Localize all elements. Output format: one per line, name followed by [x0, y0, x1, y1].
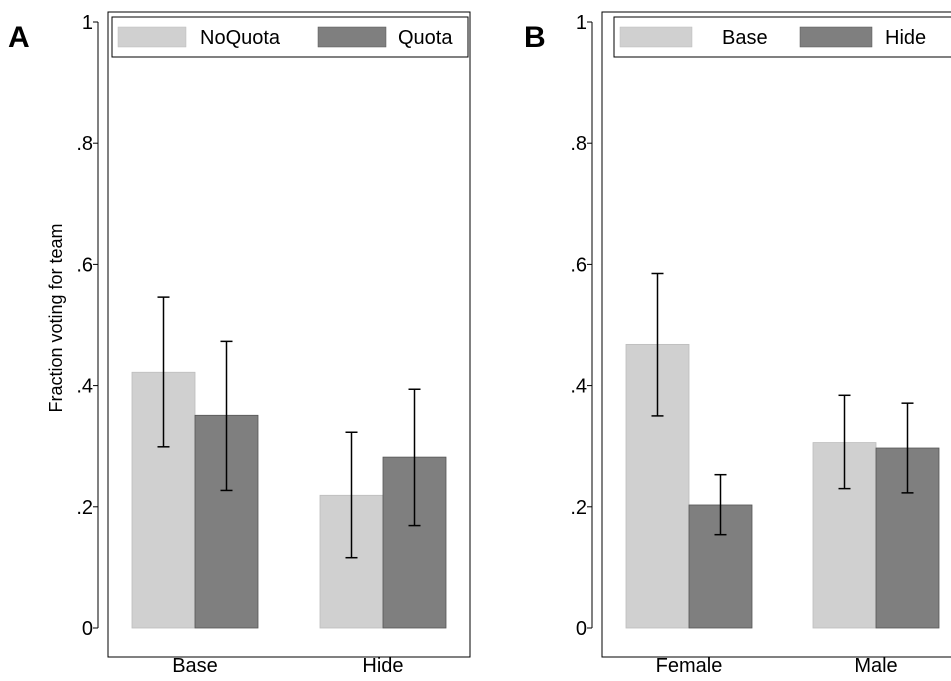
panel-letter-a: A [8, 21, 30, 54]
x-category-label: Hide [362, 655, 403, 677]
x-axis-a: Base Hide [172, 655, 403, 677]
x-category-label: Male [854, 655, 897, 677]
y-tick-label: .2 [76, 497, 93, 519]
y-tick-label: .4 [570, 376, 587, 398]
legend-b: Base Hide [613, 16, 951, 58]
y-tick-label: 0 [576, 618, 587, 640]
y-axis-title-a: Fraction voting for team [46, 223, 66, 412]
panel-b: B 0 .2 .4 .6 .8 1 Female Male Base Hide [524, 11, 951, 677]
legend-label-hide: Hide [885, 27, 926, 49]
legend-a: NoQuota Quota [111, 16, 469, 58]
error-bars-b [651, 272, 914, 536]
y-tick-label: .6 [76, 254, 93, 276]
x-axis-b: Female Male [656, 655, 898, 677]
x-category-label: Female [656, 655, 723, 677]
y-tick-label: .6 [570, 254, 587, 276]
legend-swatch-quota [317, 26, 387, 48]
legend-swatch-hide [799, 26, 873, 48]
y-tick-label: .8 [570, 133, 587, 155]
plot-frame-b [601, 11, 951, 658]
bars-a [131, 371, 447, 629]
y-tick-label: .4 [76, 376, 93, 398]
y-tick-label: .2 [570, 497, 587, 519]
y-tick-label: 1 [82, 12, 93, 34]
y-tick-label: .8 [76, 133, 93, 155]
legend-label-quota: Quota [398, 27, 453, 49]
error-bars-a [157, 296, 421, 559]
y-axis-a: 0 .2 .4 .6 .8 1 [76, 12, 99, 640]
legend-swatch-base [619, 26, 693, 48]
y-tick-label: 1 [576, 12, 587, 34]
y-tick-label: 0 [82, 618, 93, 640]
panel-letter-b: B [524, 21, 546, 54]
bars-b [625, 343, 940, 629]
plot-frame-a [107, 11, 471, 658]
legend-swatch-noquota [117, 26, 187, 48]
legend-label-base: Base [722, 27, 768, 49]
panel-a: A Fraction voting for team 0 .2 .4 .6 .8 1 Ba… [8, 11, 471, 677]
y-axis-b: 0 .2 .4 .6 .8 1 [570, 12, 593, 640]
legend-label-noquota: NoQuota [200, 27, 281, 49]
x-category-label: Base [172, 655, 218, 677]
